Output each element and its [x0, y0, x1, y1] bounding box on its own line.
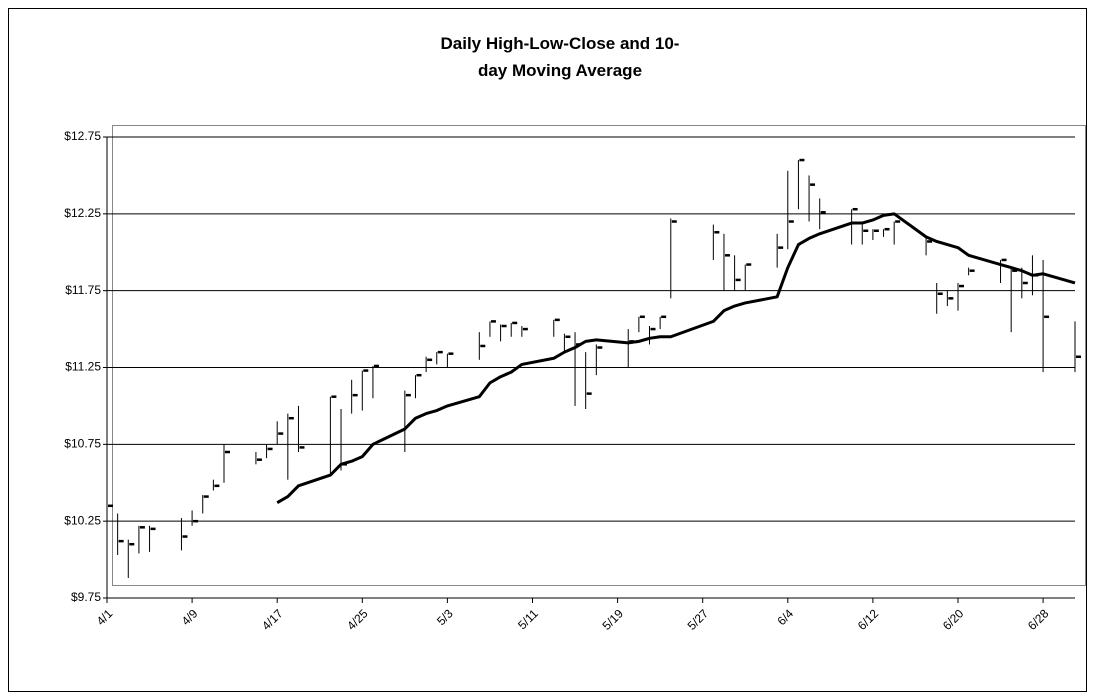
x-tick-label: 6/4	[774, 606, 796, 628]
x-tick-label: 5/3	[434, 606, 456, 628]
x-tick-label: 4/9	[179, 606, 201, 628]
chart-frame	[8, 8, 1087, 692]
x-tick-label: 5/19	[600, 606, 627, 633]
chart-title: Daily High-Low-Close and 10-day Moving A…	[440, 34, 680, 80]
moving-average-line	[276, 212, 1076, 505]
y-tick-label: $12.25	[64, 206, 101, 220]
plot-frame	[112, 125, 1086, 586]
y-tick-label: $10.75	[64, 437, 101, 451]
x-tick-label: 4/1	[94, 606, 116, 628]
x-tick-label: 5/27	[685, 606, 712, 633]
x-tick-label: 4/17	[259, 606, 286, 633]
x-tick-label: 6/20	[940, 606, 967, 633]
x-tick-label: 6/28	[1025, 606, 1052, 633]
y-tick-label: $11.75	[65, 283, 101, 297]
x-tick-label: 6/12	[855, 606, 882, 633]
y-tick-label: $12.75	[64, 129, 101, 143]
y-tick-label: $10.25	[64, 513, 101, 527]
x-tick-label: 4/25	[344, 606, 371, 633]
y-tick-label: $11.25	[65, 360, 101, 374]
y-tick-label: $9.75	[71, 590, 101, 604]
x-tick-label: 5/11	[515, 606, 541, 632]
